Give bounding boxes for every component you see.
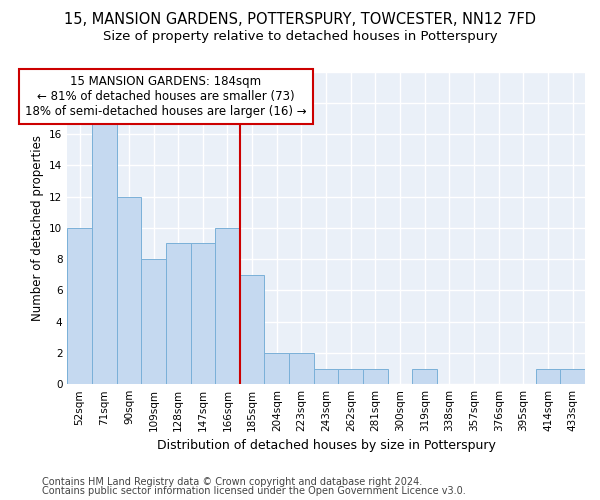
- Bar: [265, 353, 289, 384]
- Bar: [536, 368, 560, 384]
- Bar: [166, 244, 191, 384]
- Bar: [289, 353, 314, 384]
- Bar: [215, 228, 240, 384]
- Text: 15 MANSION GARDENS: 184sqm
← 81% of detached houses are smaller (73)
18% of semi: 15 MANSION GARDENS: 184sqm ← 81% of deta…: [25, 74, 307, 118]
- Bar: [116, 196, 141, 384]
- Bar: [141, 259, 166, 384]
- Text: Contains HM Land Registry data © Crown copyright and database right 2024.: Contains HM Land Registry data © Crown c…: [42, 477, 422, 487]
- Text: Size of property relative to detached houses in Potterspury: Size of property relative to detached ho…: [103, 30, 497, 43]
- Bar: [240, 274, 265, 384]
- Bar: [67, 228, 92, 384]
- Bar: [363, 368, 388, 384]
- Bar: [560, 368, 585, 384]
- X-axis label: Distribution of detached houses by size in Potterspury: Distribution of detached houses by size …: [157, 440, 496, 452]
- Bar: [191, 244, 215, 384]
- Text: Contains public sector information licensed under the Open Government Licence v3: Contains public sector information licen…: [42, 486, 466, 496]
- Bar: [338, 368, 363, 384]
- Bar: [92, 118, 116, 384]
- Bar: [412, 368, 437, 384]
- Text: 15, MANSION GARDENS, POTTERSPURY, TOWCESTER, NN12 7FD: 15, MANSION GARDENS, POTTERSPURY, TOWCES…: [64, 12, 536, 28]
- Y-axis label: Number of detached properties: Number of detached properties: [31, 135, 44, 321]
- Bar: [314, 368, 338, 384]
